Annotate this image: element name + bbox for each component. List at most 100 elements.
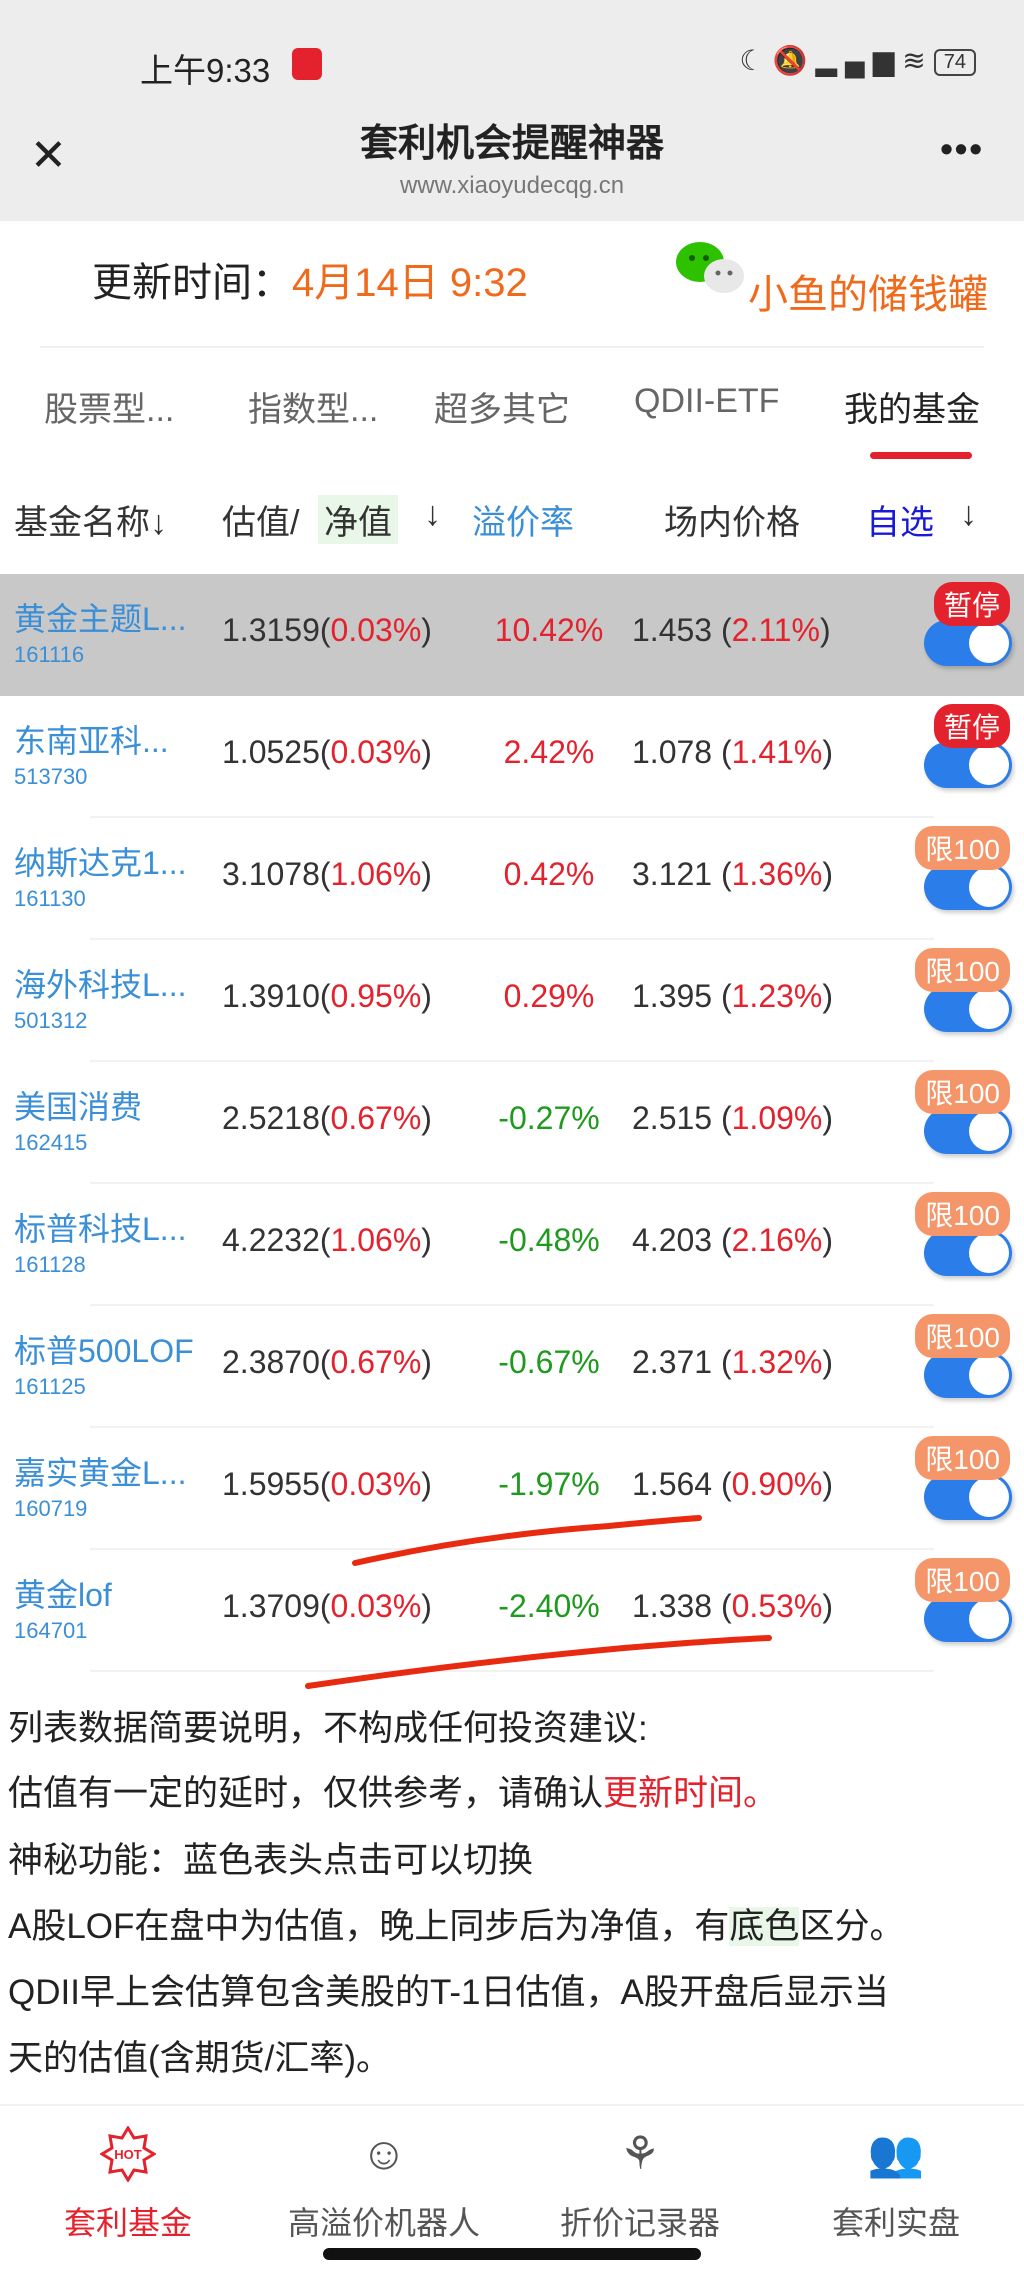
fund-name[interactable]: 纳斯达克1...: [14, 845, 187, 881]
price-value: 1.078: [632, 734, 713, 770]
home-indicator[interactable]: [323, 2248, 701, 2260]
top-bar: [0, 0, 1024, 221]
col-market-price[interactable]: 场内价格: [664, 504, 800, 542]
fund-code: 160719: [14, 1496, 88, 1521]
table-row[interactable]: 标普500LOF 161125 2.3870(0.67%) -0.67% 2.3…: [0, 1306, 1024, 1428]
close-icon[interactable]: ✕: [30, 131, 67, 180]
row-divider: [90, 938, 934, 940]
note-line-5: QDII早上会估算包含美股的T-1日估值，A股开盘后显示当: [8, 1973, 889, 2012]
fund-estimate: 1.5955(0.03%): [222, 1466, 432, 1502]
tab-qdii-etf[interactable]: QDII-ETF: [634, 382, 780, 420]
fund-premium: 10.42%: [494, 612, 604, 648]
fund-market-price: 2.371 (1.32%): [632, 1344, 834, 1380]
fund-name[interactable]: 东南亚科...: [14, 723, 169, 759]
status-badge: 限100: [915, 1192, 1010, 1236]
watch-toggle[interactable]: [924, 1596, 1012, 1642]
col-watch-arrow[interactable]: ↓: [960, 495, 977, 533]
fund-market-price: 1.453 (2.11%): [632, 612, 831, 648]
note-line-6: 天的估值(含期货/汇率)。: [8, 2039, 392, 2078]
price-change: 2.11%: [731, 612, 820, 648]
price-value: 4.203: [632, 1222, 713, 1258]
fund-market-price: 1.395 (1.23%): [632, 978, 834, 1014]
status-badge: 限100: [915, 826, 1010, 870]
watch-toggle[interactable]: [924, 1474, 1012, 1520]
note-update-time: 更新时间。: [603, 1774, 779, 1813]
table-row[interactable]: 嘉实黄金L... 160719 1.5955(0.03%) -1.97% 1.5…: [0, 1428, 1024, 1550]
row-divider: [90, 1426, 934, 1428]
watch-toggle[interactable]: [924, 620, 1012, 666]
table-row[interactable]: 黄金lof 164701 1.3709(0.03%) -2.40% 1.338 …: [0, 1550, 1024, 1672]
table-row[interactable]: 海外科技L... 501312 1.3910(0.95%) 0.29% 1.39…: [0, 940, 1024, 1062]
tab-my-funds[interactable]: 我的基金: [844, 391, 980, 429]
nav-discount-recorder[interactable]: ⚘ 折价记录器: [512, 2126, 768, 2244]
watch-toggle[interactable]: [924, 986, 1012, 1032]
table-row[interactable]: 黄金主题L... 161116 1.3159(0.03%) 10.42% 1.4…: [0, 574, 1024, 696]
row-divider: [90, 1060, 934, 1062]
fund-name[interactable]: 黄金lof: [14, 1577, 112, 1613]
mute-icon: 🔕: [772, 45, 816, 76]
nav-label: 套利基金: [63, 2205, 192, 2241]
col-premium[interactable]: 溢价率: [472, 504, 574, 542]
nav-premium-robot[interactable]: ☺ 高溢价机器人: [256, 2126, 512, 2244]
fund-code: 161116: [14, 642, 85, 667]
row-divider: [90, 1304, 934, 1306]
watch-toggle[interactable]: [924, 1230, 1012, 1276]
more-icon[interactable]: •••: [940, 128, 984, 169]
estimate-value: 2.5218: [222, 1100, 320, 1136]
users-icon: 👥: [867, 2127, 925, 2179]
col-est[interactable]: 估值/: [222, 504, 300, 542]
smiley-icon: ☺: [360, 2127, 408, 2179]
watch-toggle[interactable]: [924, 742, 1012, 788]
nav-live-trading[interactable]: 👥 套利实盘: [768, 2126, 1024, 2244]
fund-market-price: 4.203 (2.16%): [632, 1222, 834, 1258]
col-name[interactable]: 基金名称↓: [14, 504, 167, 542]
fund-name[interactable]: 标普科技L...: [14, 1211, 187, 1247]
wechat-icon[interactable]: [672, 238, 752, 298]
table-row[interactable]: 东南亚科... 513730 1.0525(0.03%) 2.42% 1.078…: [0, 696, 1024, 818]
price-change: 2.16%: [731, 1222, 823, 1258]
tab-other[interactable]: 超多其它: [434, 391, 570, 429]
col-nav-arrow[interactable]: ↓: [424, 495, 441, 533]
watch-toggle[interactable]: [924, 1352, 1012, 1398]
price-value: 2.515: [632, 1100, 713, 1136]
col-nav[interactable]: 净值: [318, 495, 398, 544]
estimate-change: 0.67%: [330, 1344, 422, 1380]
status-badge: 限100: [915, 1314, 1010, 1358]
tab-index[interactable]: 指数型...: [248, 391, 379, 429]
watch-toggle[interactable]: [924, 864, 1012, 910]
fund-name[interactable]: 海外科技L...: [14, 967, 187, 1003]
fund-market-price: 1.078 (1.41%): [632, 734, 834, 770]
fund-market-price: 1.564 (0.90%): [632, 1466, 834, 1502]
fund-name[interactable]: 标普500LOF: [14, 1333, 194, 1369]
estimate-change: 0.03%: [330, 612, 422, 648]
status-badge: 限100: [915, 948, 1010, 992]
svg-text:HOT: HOT: [114, 2147, 142, 2162]
wifi-icon: ≋: [902, 45, 934, 76]
fund-name[interactable]: 美国消费: [14, 1089, 143, 1125]
col-watch[interactable]: 自选: [866, 504, 934, 542]
tab-stock[interactable]: 股票型...: [44, 391, 175, 429]
fund-estimate: 1.3709(0.03%): [222, 1588, 432, 1624]
app-notification-icon: [292, 48, 322, 80]
fund-code: 164701: [14, 1618, 88, 1643]
fund-name[interactable]: 黄金主题L...: [14, 601, 187, 637]
fund-premium: 0.29%: [503, 978, 595, 1014]
table-row[interactable]: 美国消费 162415 2.5218(0.67%) -0.27% 2.515 (…: [0, 1062, 1024, 1184]
price-change: 1.36%: [731, 856, 823, 892]
fund-code: 161130: [14, 886, 86, 911]
price-change: 0.90%: [731, 1466, 823, 1502]
watch-toggle[interactable]: [924, 1108, 1012, 1154]
fund-market-price: 2.515 (1.09%): [632, 1100, 834, 1136]
price-change: 0.53%: [731, 1588, 823, 1624]
fund-code: 513730: [14, 764, 88, 789]
fund-premium: -2.40%: [498, 1588, 600, 1624]
table-row[interactable]: 标普科技L... 161128 4.2232(1.06%) -0.48% 4.2…: [0, 1184, 1024, 1306]
battery-icon: 74: [933, 49, 976, 77]
table-row[interactable]: 纳斯达克1... 161130 3.1078(1.06%) 0.42% 3.12…: [0, 818, 1024, 940]
page-title: 套利机会提醒神器: [359, 123, 664, 165]
brand-name[interactable]: 小鱼的储钱罐: [748, 273, 988, 317]
fund-market-price: 3.121 (1.36%): [632, 856, 834, 892]
fund-name[interactable]: 嘉实黄金L...: [14, 1455, 187, 1491]
status-badge: 暂停: [933, 582, 1010, 626]
nav-arbitrage-funds[interactable]: HOT 套利基金: [0, 2125, 256, 2244]
